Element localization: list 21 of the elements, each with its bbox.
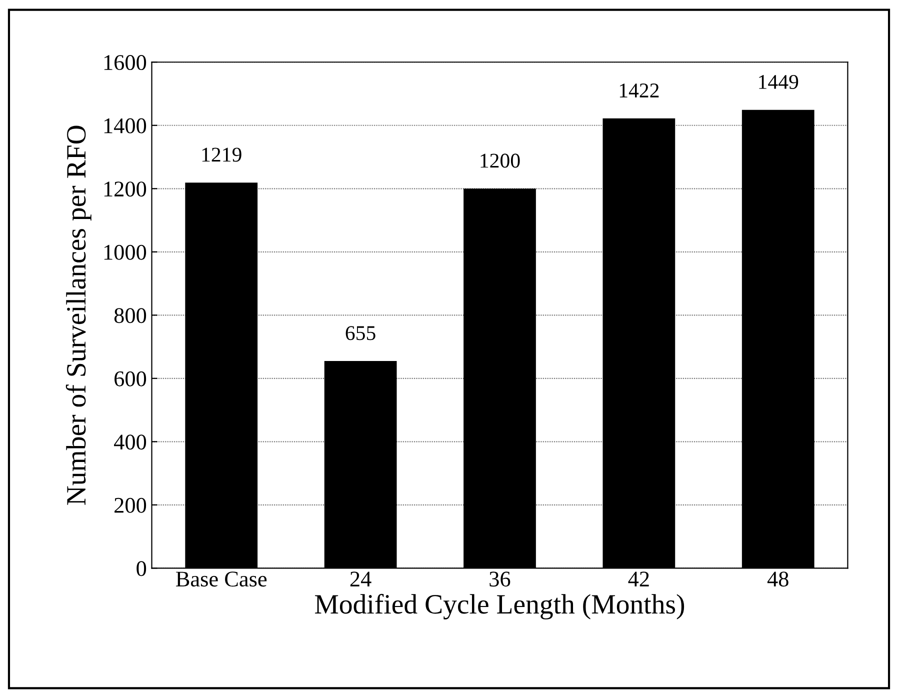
data-label: 1200 bbox=[480, 154, 520, 168]
x-tick-label: 42 bbox=[628, 572, 649, 586]
y-tick-label: 800 bbox=[114, 308, 146, 324]
data-label: 1422 bbox=[620, 84, 659, 98]
data-label: 1219 bbox=[202, 148, 242, 162]
data-label: 655 bbox=[346, 326, 376, 340]
y-tick-label: 400 bbox=[114, 434, 146, 450]
x-tick-label: 48 bbox=[767, 572, 788, 587]
x-axis-title: Modified Cycle Length (Months) bbox=[314, 594, 684, 620]
y-tick-label: 200 bbox=[114, 498, 146, 513]
x-tick-label: 24 bbox=[350, 572, 372, 586]
x-tick-label: Base Case bbox=[176, 572, 267, 587]
y-axis-title: Number of Surveillances per RFO bbox=[66, 126, 92, 505]
x-tick-label: 36 bbox=[490, 572, 510, 587]
y-tick-label: 1400 bbox=[104, 118, 146, 134]
data-label: 1449 bbox=[759, 74, 798, 89]
y-tick-label: 0 bbox=[136, 561, 146, 576]
y-tick-label: 1600 bbox=[104, 55, 146, 70]
y-tick-label: 1200 bbox=[104, 182, 146, 197]
y-tick-label: 1000 bbox=[104, 244, 146, 260]
y-tick-label: 600 bbox=[114, 371, 146, 386]
